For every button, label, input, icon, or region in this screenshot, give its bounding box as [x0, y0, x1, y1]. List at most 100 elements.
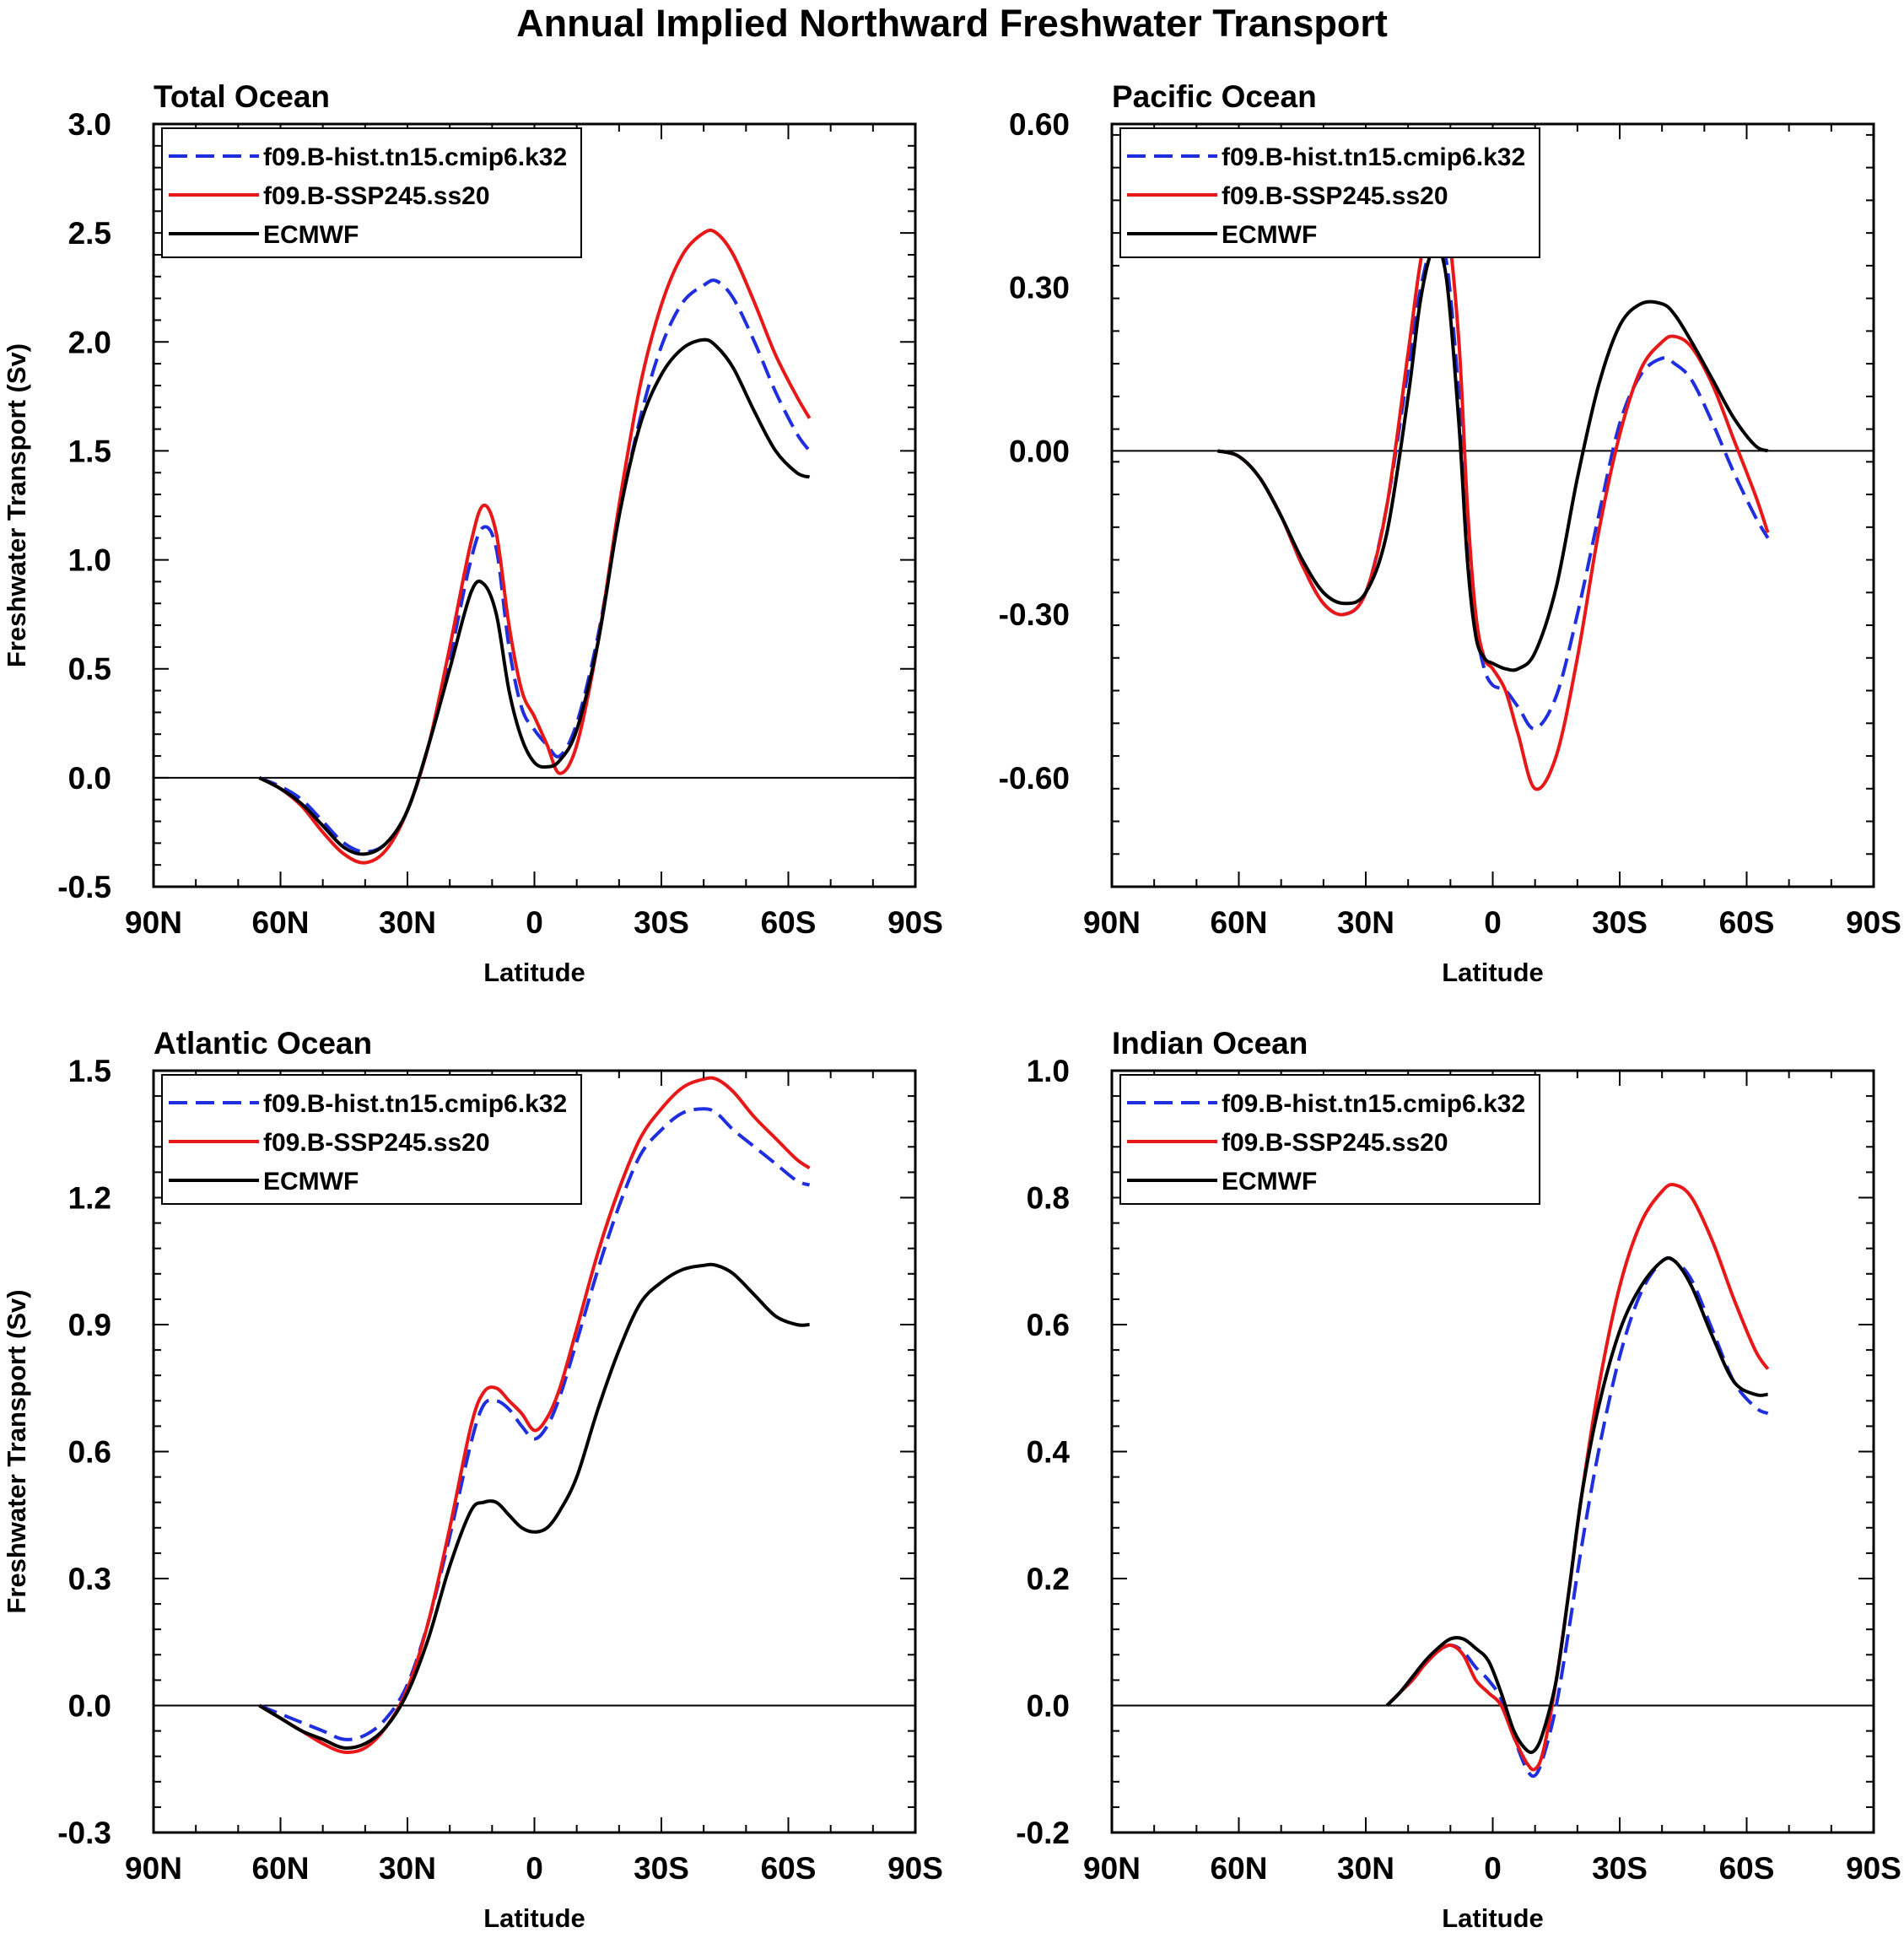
y-tick-label: 0.0: [68, 761, 111, 796]
series-group: [258, 1076, 811, 1754]
x-axis-label: Latitude: [483, 1903, 585, 1933]
series-group: [258, 228, 812, 865]
y-tick-label: 0.6: [1027, 1308, 1070, 1342]
series-line-f09-b-ssp245-ss20: [1385, 1183, 1770, 1772]
series-line-ecmwf: [1216, 246, 1769, 672]
y-tick-label: 2.5: [68, 216, 111, 251]
x-tick-label: 0: [1484, 905, 1502, 940]
legend-label: ECMWF: [263, 1168, 359, 1196]
x-tick-label: 30S: [1592, 1851, 1648, 1886]
panel-title: Pacific Ocean: [1112, 79, 1317, 114]
x-tick-label: 0: [1484, 1851, 1502, 1886]
y-axis-label: Freshwater Transport (Sv): [2, 1289, 31, 1613]
x-tick-label: 0: [526, 1851, 543, 1886]
y-tick-label: 0.0: [68, 1689, 111, 1724]
y-tick-label: -0.60: [999, 761, 1070, 796]
y-tick-label: 1.5: [68, 434, 111, 468]
y-tick-label: 2.0: [68, 325, 111, 359]
legend-label: f09.B-SSP245.ss20: [1222, 182, 1448, 210]
x-tick-label: 30N: [379, 1851, 436, 1886]
x-tick-label: 90S: [887, 905, 943, 940]
x-tick-label: 90S: [887, 1851, 943, 1886]
legend-label: ECMWF: [1222, 1168, 1317, 1196]
legend-label: ECMWF: [263, 221, 359, 249]
y-tick-label: 1.0: [1027, 1054, 1070, 1088]
x-axis-label: Latitude: [1442, 958, 1544, 987]
y-tick-label: 0.5: [68, 652, 111, 687]
x-tick-label: 60S: [761, 1851, 817, 1886]
x-tick-label: 60S: [761, 905, 817, 940]
legend-box: [1119, 127, 1540, 258]
x-tick-label: 90S: [1846, 905, 1901, 940]
y-tick-label: 0.3: [68, 1562, 111, 1596]
legend-label: ECMWF: [1222, 221, 1317, 249]
panel-title: Total Ocean: [154, 79, 330, 114]
legend-box: [1119, 1074, 1540, 1205]
x-tick-label: 30S: [1592, 905, 1648, 940]
y-tick-label: 0.6: [68, 1435, 111, 1470]
series-line-ecmwf: [1385, 1255, 1768, 1754]
legend-label: f09.B-hist.tn15.cmip6.k32: [1222, 1090, 1525, 1118]
series-group: [1385, 1183, 1770, 1779]
y-tick-label: 0.2: [1027, 1562, 1070, 1596]
y-tick-label: 3.0: [68, 107, 111, 142]
series-line-ecmwf: [258, 337, 811, 856]
x-tick-label: 60S: [1719, 1851, 1775, 1886]
x-tick-label: 60S: [1719, 905, 1775, 940]
legend-label: f09.B-hist.tn15.cmip6.k32: [1222, 143, 1525, 171]
panel-total: Total Ocean 90N 60N 30N 0 30S 60S 90S -0.5 0.0 0.5…: [2, 79, 943, 987]
series-line-f09-b-hist-tn15-cmip6-k32: [258, 278, 812, 854]
panel-atlantic: Atlantic Ocean 90N 60N 30N 0 30S 60S 90S -0.3 0.0…: [2, 1026, 943, 1933]
x-tick-label: 0: [526, 905, 543, 940]
series-group: [1216, 197, 1770, 791]
x-axis-label: Latitude: [1442, 1903, 1544, 1933]
series-line-ecmwf: [258, 1262, 810, 1750]
series-line-f09-b-ssp245-ss20: [258, 1076, 811, 1754]
y-tick-label: -0.30: [999, 597, 1070, 632]
y-tick-label: -0.3: [57, 1816, 111, 1850]
legend: f09.B-hist.tn15.cmip6.k32 f09.B-SSP245.ss…: [1119, 1074, 1540, 1205]
legend: f09.B-hist.tn15.cmip6.k32 f09.B-SSP245.ss…: [161, 127, 582, 258]
y-tick-label: 0.8: [1027, 1181, 1070, 1216]
panel-title: Indian Ocean: [1112, 1026, 1308, 1061]
x-tick-label: 60N: [252, 1851, 310, 1886]
y-tick-label: -0.2: [1016, 1816, 1070, 1850]
y-tick-label: 0.00: [1009, 434, 1070, 468]
y-tick-label: 0.30: [1009, 271, 1070, 305]
y-tick-label: 0.9: [68, 1308, 111, 1342]
x-tick-label: 90N: [125, 905, 182, 940]
x-tick-label: 60N: [252, 905, 310, 940]
y-tick-label: 1.0: [68, 543, 111, 578]
x-tick-label: 30S: [634, 905, 689, 940]
x-tick-label: 60N: [1211, 1851, 1268, 1886]
series-line-f09-b-ssp245-ss20: [258, 228, 812, 865]
series-line-f09-b-ssp245-ss20: [1216, 197, 1770, 791]
figure-title: Annual Implied Northward Freshwater Tran…: [516, 2, 1388, 45]
panel-pacific: Pacific Ocean 90N 60N 30N 0 30S 60S 90S -0.60 -0.…: [999, 79, 1901, 987]
x-tick-label: 30S: [634, 1851, 689, 1886]
y-axis-label: Freshwater Transport (Sv): [2, 343, 31, 667]
legend-box: [161, 127, 582, 258]
legend-box: [161, 1074, 582, 1205]
legend: f09.B-hist.tn15.cmip6.k32 f09.B-SSP245.ss…: [1119, 127, 1540, 258]
series-line-f09-b-hist-tn15-cmip6-k32: [1216, 238, 1770, 731]
x-tick-label: 60N: [1211, 905, 1268, 940]
panel-title: Atlantic Ocean: [154, 1026, 372, 1061]
legend-label: f09.B-hist.tn15.cmip6.k32: [263, 143, 567, 171]
x-tick-label: 30N: [1337, 1851, 1394, 1886]
x-tick-label: 90N: [1083, 1851, 1141, 1886]
y-tick-label: 0.4: [1027, 1435, 1071, 1470]
panel-indian: Indian Ocean 90N 60N 30N 0 30S 60S 90S -0.2 0.0 0.…: [1016, 1026, 1901, 1933]
x-tick-label: 90N: [1083, 905, 1141, 940]
y-tick-label: 0.0: [1027, 1689, 1070, 1724]
x-tick-label: 30N: [1337, 905, 1394, 940]
x-tick-label: 90S: [1846, 1851, 1901, 1886]
series-line-f09-b-hist-tn15-cmip6-k32: [258, 1107, 811, 1741]
legend-label: f09.B-SSP245.ss20: [1222, 1129, 1448, 1157]
x-tick-label: 30N: [379, 905, 436, 940]
y-tick-label: -0.5: [57, 870, 111, 904]
x-tick-label: 90N: [125, 1851, 182, 1886]
x-axis-label: Latitude: [483, 958, 585, 987]
